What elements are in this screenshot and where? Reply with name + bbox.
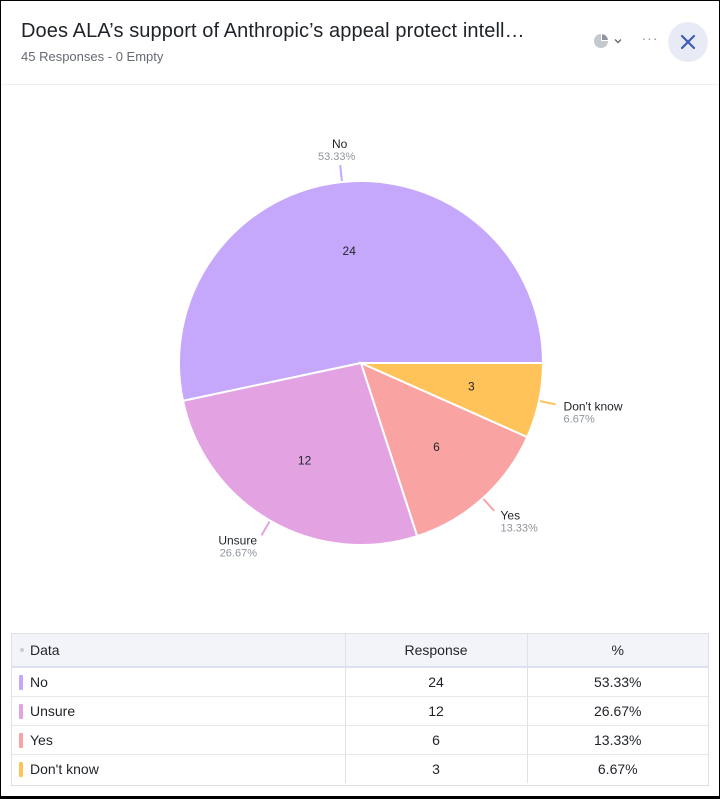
pie-slice-yes[interactable] <box>359 361 529 538</box>
pie-slice-don-t-know[interactable] <box>360 362 545 439</box>
slice-percent-label: 13.33% <box>501 523 539 535</box>
chevron-down-icon <box>614 39 622 44</box>
data-table: Data Response % No 24 53.33% Unsure 12 2… <box>11 633 709 786</box>
slice-category-label: Unsure <box>218 534 257 548</box>
row-response: 6 <box>345 725 528 755</box>
header-percent: % <box>611 642 624 658</box>
question-title: Does ALA’s support of Anthropic’s appeal… <box>21 20 525 42</box>
slice-category-label: No <box>332 137 348 151</box>
table-row: Yes 6 13.33% <box>12 725 708 755</box>
color-swatch <box>19 761 23 777</box>
color-swatch <box>19 674 23 690</box>
header-response: Response <box>345 634 528 667</box>
summary-separator: - <box>104 49 116 64</box>
slice-value-label: 12 <box>298 454 312 468</box>
row-label: Yes <box>12 725 346 755</box>
table-row: No 24 53.33% <box>12 667 708 697</box>
row-label: Unsure <box>12 696 346 726</box>
color-swatch <box>19 732 23 748</box>
row-label: No <box>12 667 346 697</box>
leader-line <box>339 164 343 182</box>
row-percent: 26.67% <box>527 696 708 726</box>
row-percent: 13.33% <box>527 725 708 755</box>
leader-line <box>482 498 495 512</box>
column-dot-icon <box>20 648 24 652</box>
row-percent: 6.67% <box>597 760 638 777</box>
slice-category-label: Yes <box>501 509 521 523</box>
pie-slice-no[interactable] <box>178 180 545 403</box>
slice-percent-label: 6.67% <box>564 413 595 425</box>
table-row: Don't know 3 6.67% <box>12 754 708 783</box>
pie-chart-area: 24 No 53.33% 12 Unsure 26.67% 6 Yes 13.33% 3 Don't… <box>1 86 719 626</box>
row-percent: 53.33% <box>527 667 708 697</box>
chart-type-dropdown[interactable] <box>593 31 629 51</box>
slice-value-label: 3 <box>468 379 475 393</box>
color-swatch <box>19 703 23 719</box>
pie-chart-icon <box>594 34 608 48</box>
response-count: 45 Responses <box>21 49 105 64</box>
slice-percent-label: 26.67% <box>220 548 258 560</box>
row-response: 24 <box>345 667 528 697</box>
slice-value-label: 6 <box>433 440 440 454</box>
more-icon[interactable]: ··· <box>641 30 659 46</box>
row-label: Don't know <box>12 754 346 783</box>
header-data: Data <box>12 634 346 667</box>
close-button[interactable] <box>668 22 708 62</box>
leader-line <box>539 400 556 406</box>
leader-line <box>260 520 271 536</box>
dialog-header: Does ALA’s support of Anthropic’s appeal… <box>1 1 719 85</box>
row-response: 3 <box>345 754 528 783</box>
slice-percent-label: 53.33% <box>318 151 356 163</box>
pie-slice-unsure[interactable] <box>181 361 419 546</box>
response-summary: 45 Responses - 0 Empty <box>21 49 163 64</box>
slice-category-label: Don't know <box>564 399 623 413</box>
row-response: 12 <box>345 696 528 726</box>
close-icon <box>680 34 696 50</box>
table-header-row: Data Response % <box>12 634 708 667</box>
slice-value-label: 24 <box>343 244 357 258</box>
table-row: Unsure 12 26.67% <box>12 696 708 726</box>
empty-count: 0 Empty <box>115 49 164 64</box>
